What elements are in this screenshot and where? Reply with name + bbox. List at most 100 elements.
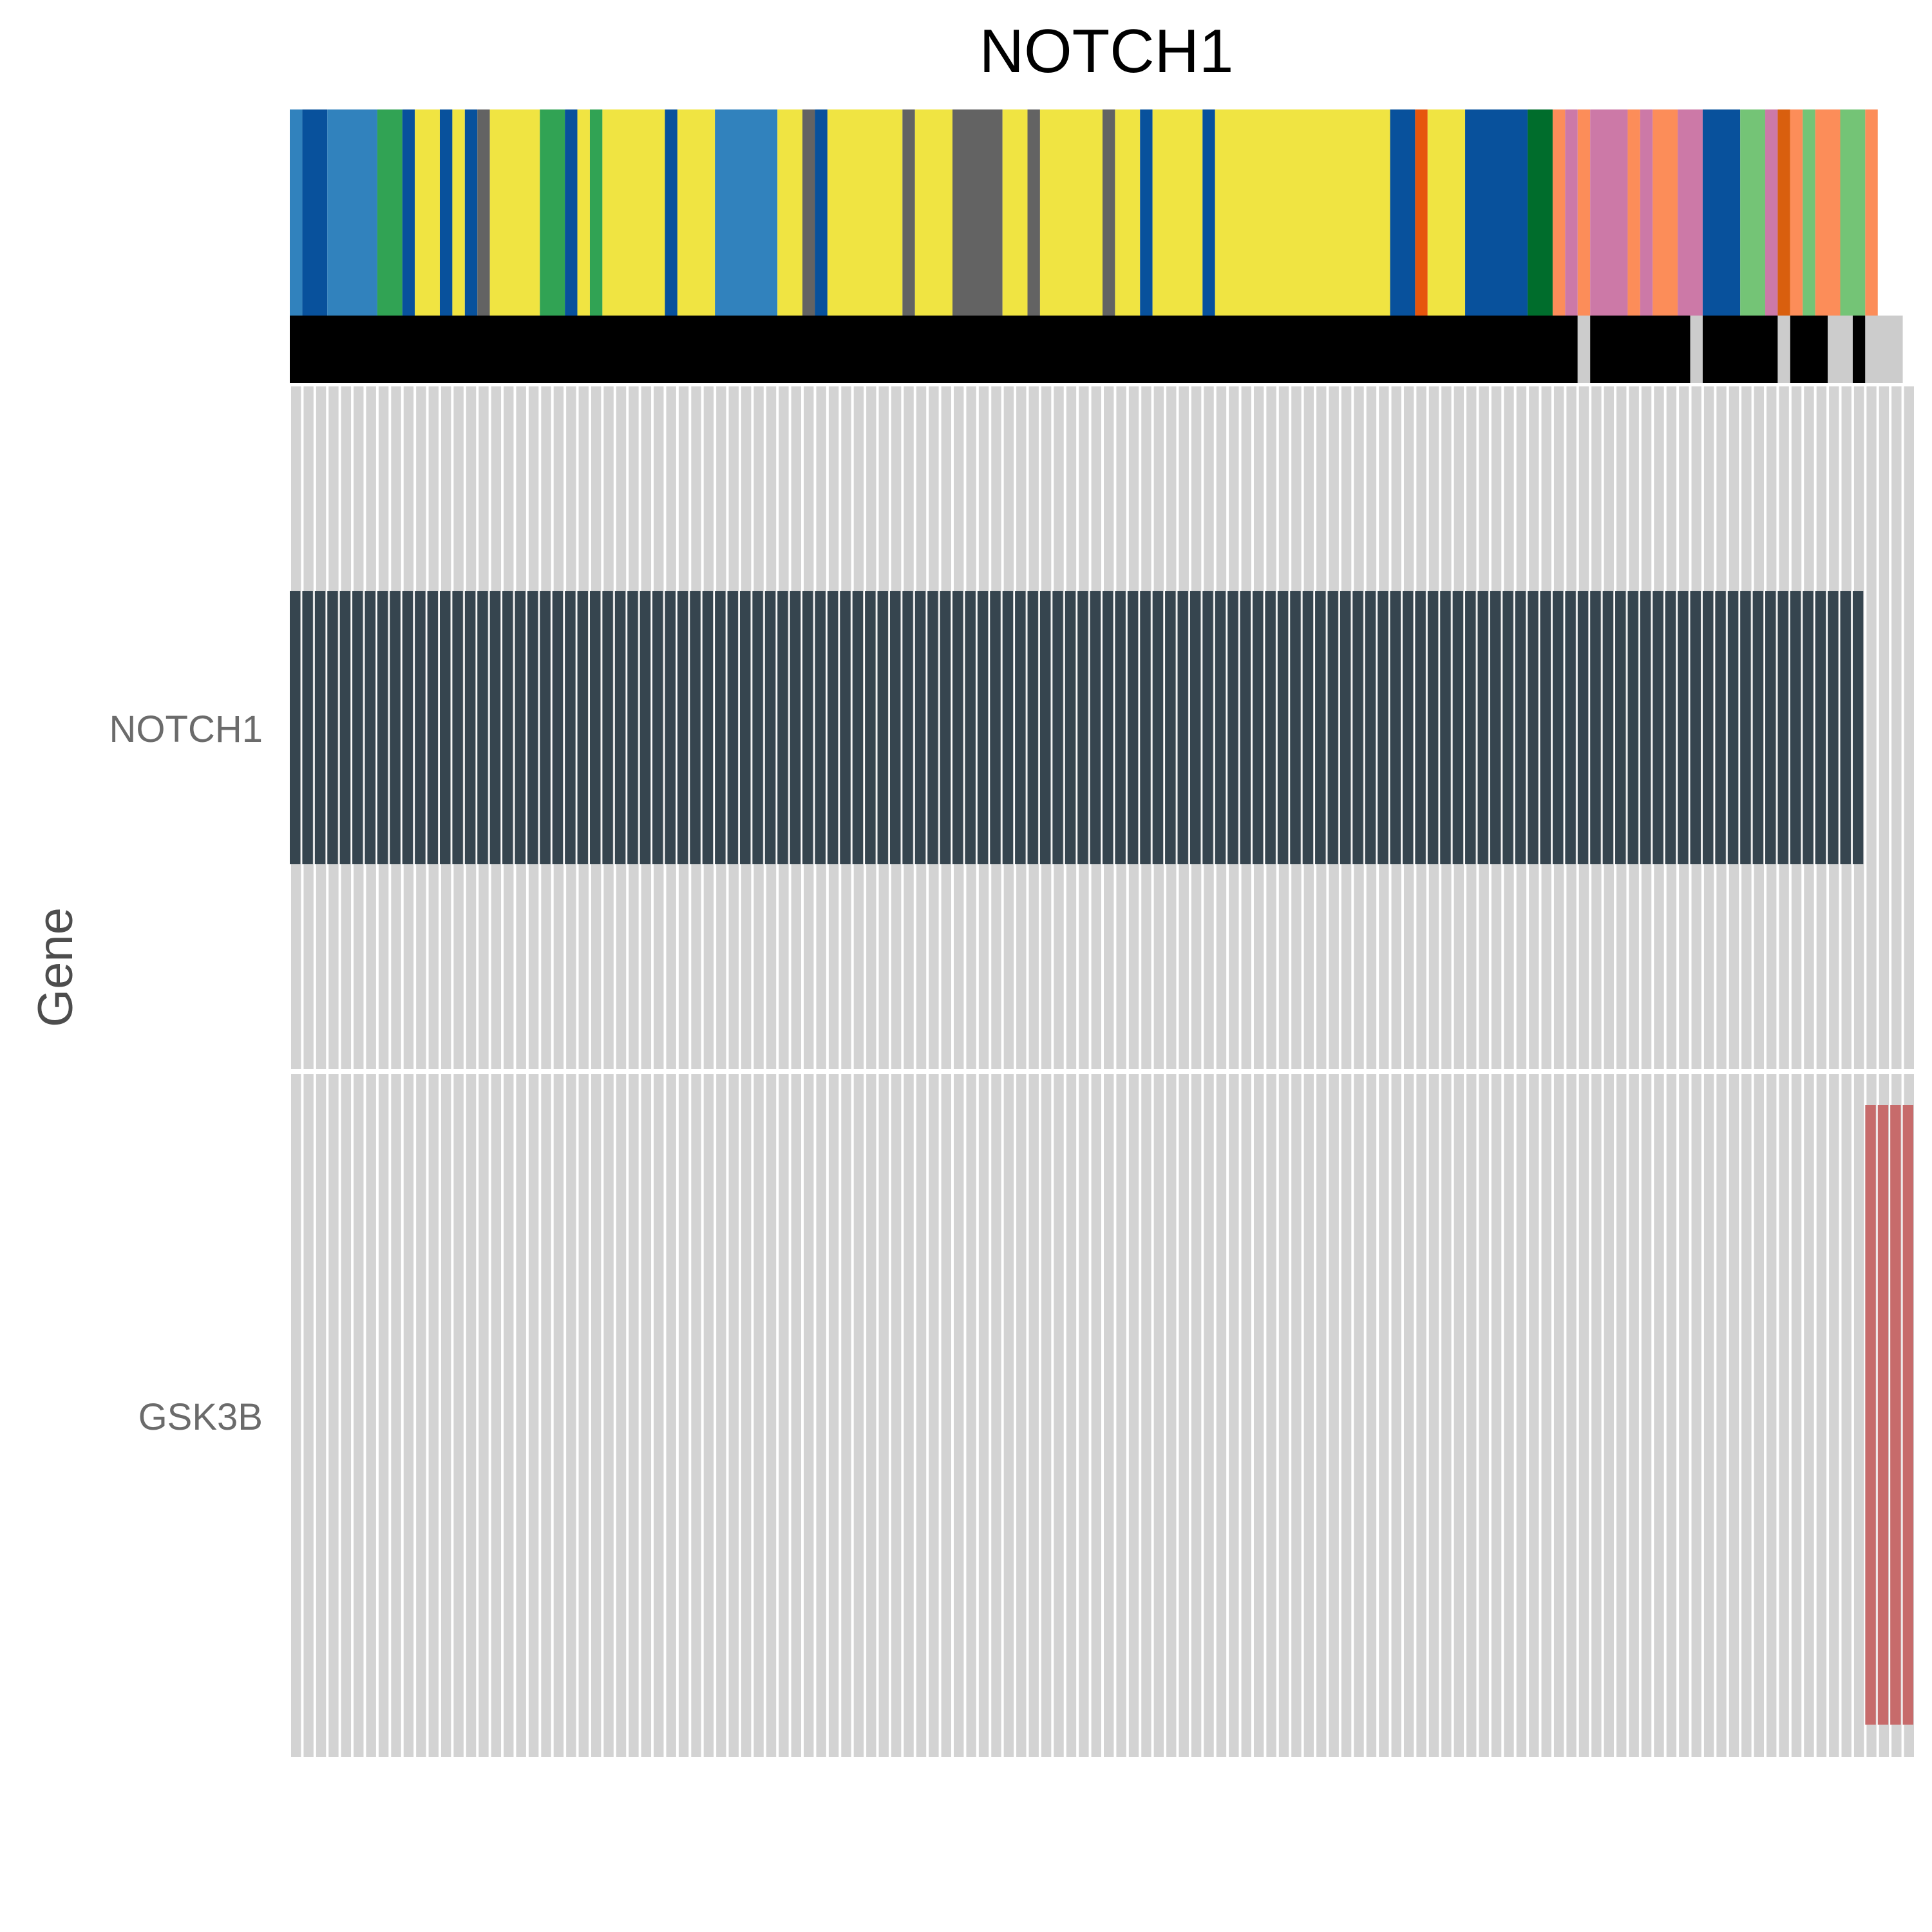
cell-gsk3b-sample-113 <box>1691 1074 1701 1757</box>
cell-gsk3b-sample-49 <box>891 1074 902 1757</box>
annotation-track-1-segment-51 <box>1765 109 1778 316</box>
cell-gsk3b-sample-33 <box>691 1074 701 1757</box>
cell-gsk3b-sample-103 <box>1566 1074 1577 1757</box>
cell-gsk3b-sample-64 <box>1079 1074 1089 1757</box>
alteration-notch1-sample-27 <box>614 591 626 864</box>
alteration-notch1-sample-19 <box>515 591 526 864</box>
cell-gsk3b-sample-119 <box>1766 1074 1777 1757</box>
alteration-notch1-sample-91 <box>1415 591 1426 864</box>
alteration-notch1-sample-92 <box>1427 591 1439 864</box>
cell-gsk3b-sample-16 <box>478 1074 489 1757</box>
alteration-notch1-sample-80 <box>1277 591 1289 864</box>
annotation-track-2-segment-8 <box>1828 316 1853 383</box>
annotation-track-1-segment-48 <box>1678 109 1703 316</box>
cell-gsk3b-sample-22 <box>553 1074 564 1757</box>
alteration-notch1-sample-66 <box>1103 591 1113 864</box>
annotation-track-1-segment-18 <box>677 109 715 316</box>
alteration-notch1-sample-24 <box>577 591 588 864</box>
cell-gsk3b-sample-100 <box>1529 1074 1539 1757</box>
annotation-track-1-segment-1 <box>290 109 303 316</box>
cell-gsk3b-sample-50 <box>904 1074 914 1757</box>
cell-gsk3b-sample-74 <box>1204 1074 1214 1757</box>
alteration-notch1-sample-71 <box>1165 591 1176 864</box>
cell-gsk3b-sample-65 <box>1091 1074 1101 1757</box>
cell-gsk3b-sample-95 <box>1466 1074 1477 1757</box>
alteration-notch1-sample-22 <box>552 591 564 864</box>
cell-gsk3b-sample-110 <box>1654 1074 1664 1757</box>
annotation-track-1-segment-15 <box>589 109 603 316</box>
annotation-track-1-segment-49 <box>1702 109 1741 316</box>
alteration-notch1-sample-47 <box>865 591 876 864</box>
annotation-track-1-segment-40 <box>1528 109 1553 316</box>
cell-gsk3b-sample-31 <box>666 1074 676 1757</box>
annotation-track-1-segment-46 <box>1640 109 1653 316</box>
cell-gsk3b-sample-37 <box>741 1074 752 1757</box>
alteration-notch1-sample-118 <box>1752 591 1764 864</box>
cell-gsk3b-sample-97 <box>1491 1074 1502 1757</box>
alteration-notch1-sample-123 <box>1815 591 1826 864</box>
alteration-notch1-sample-113 <box>1690 591 1701 864</box>
cell-gsk3b-sample-41 <box>791 1074 802 1757</box>
alteration-notch1-sample-14 <box>452 591 463 864</box>
alteration-notch1-sample-111 <box>1665 591 1676 864</box>
cell-gsk3b-sample-87 <box>1366 1074 1377 1757</box>
alteration-notch1-sample-125 <box>1840 591 1851 864</box>
cell-gsk3b-sample-26 <box>603 1074 614 1757</box>
annotation-track-1-segment-22 <box>815 109 828 316</box>
alteration-notch1-sample-20 <box>527 591 538 864</box>
annotation-track-1-segment-53 <box>1790 109 1803 316</box>
cell-gsk3b-sample-15 <box>466 1074 477 1757</box>
alteration-notch1-sample-90 <box>1402 591 1414 864</box>
alteration-notch1-sample-79 <box>1265 591 1276 864</box>
annotation-track-1-segment-42 <box>1565 109 1578 316</box>
annotation-track-1-segment-45 <box>1627 109 1640 316</box>
alteration-notch1-sample-41 <box>790 591 801 864</box>
annotation-track-1-segment-35 <box>1215 109 1390 316</box>
alteration-notch1-sample-30 <box>652 591 663 864</box>
cell-gsk3b-sample-118 <box>1754 1074 1765 1757</box>
alteration-notch1-sample-43 <box>815 591 826 864</box>
annotation-track-1-segment-2 <box>302 109 328 316</box>
alteration-notch1-sample-63 <box>1065 591 1076 864</box>
alteration-notch1-sample-81 <box>1290 591 1301 864</box>
cell-gsk3b-sample-63 <box>1066 1074 1077 1757</box>
alteration-notch1-sample-23 <box>565 591 576 864</box>
cell-gsk3b-sample-88 <box>1379 1074 1389 1757</box>
cell-gsk3b-sample-61 <box>1041 1074 1052 1757</box>
alteration-notch1-sample-21 <box>540 591 551 864</box>
annotation-track-1-segment-24 <box>902 109 915 316</box>
annotation-track-1-segment-6 <box>415 109 440 316</box>
alteration-notch1-sample-45 <box>840 591 851 864</box>
alteration-notch1-sample-82 <box>1302 591 1314 864</box>
annotation-track-1-segment-28 <box>1027 109 1040 316</box>
alteration-notch1-sample-85 <box>1340 591 1351 864</box>
cell-gsk3b-sample-99 <box>1516 1074 1527 1757</box>
alteration-notch1-sample-107 <box>1615 591 1626 864</box>
alteration-notch1-sample-117 <box>1740 591 1751 864</box>
alteration-notch1-sample-124 <box>1828 591 1839 864</box>
cell-gsk3b-sample-93 <box>1441 1074 1452 1757</box>
alteration-notch1-sample-9 <box>390 591 401 864</box>
annotation-track-1-segment-5 <box>402 109 415 316</box>
alteration-notch1-sample-33 <box>690 591 701 864</box>
annotation-track-2-segment-2 <box>1577 316 1591 383</box>
cell-gsk3b-sample-1 <box>291 1074 301 1757</box>
cell-gsk3b-sample-25 <box>591 1074 601 1757</box>
alteration-notch1-sample-112 <box>1678 591 1689 864</box>
cell-gsk3b-sample-90 <box>1403 1074 1414 1757</box>
alteration-notch1-sample-119 <box>1765 591 1776 864</box>
alteration-notch1-sample-40 <box>777 591 788 864</box>
annotation-track-1-segment-37 <box>1415 109 1428 316</box>
cell-gsk3b-sample-77 <box>1241 1074 1251 1757</box>
cell-notch1-sample-128 <box>1879 386 1889 1069</box>
cell-gsk3b-sample-51 <box>916 1074 927 1757</box>
alteration-gsk3b-sample-127 <box>1865 1105 1876 1725</box>
annotation-track-1-segment-56 <box>1840 109 1866 316</box>
alteration-gsk3b-sample-129 <box>1890 1105 1901 1725</box>
cell-gsk3b-sample-70 <box>1153 1074 1164 1757</box>
alteration-notch1-sample-35 <box>715 591 726 864</box>
cell-gsk3b-sample-20 <box>528 1074 539 1757</box>
cell-gsk3b-sample-5 <box>341 1074 352 1757</box>
cell-gsk3b-sample-72 <box>1179 1074 1189 1757</box>
alteration-notch1-sample-62 <box>1052 591 1063 864</box>
